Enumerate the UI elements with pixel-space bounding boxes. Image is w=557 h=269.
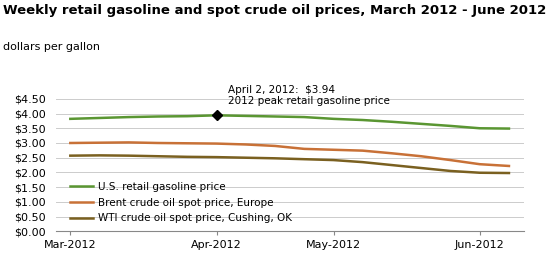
Text: dollars per gallon: dollars per gallon xyxy=(3,42,100,52)
Text: April 2, 2012:  $3.94
2012 peak retail gasoline price: April 2, 2012: $3.94 2012 peak retail ga… xyxy=(228,84,390,106)
Legend: U.S. retail gasoline price, Brent crude oil spot price, Europe, WTI crude oil sp: U.S. retail gasoline price, Brent crude … xyxy=(70,182,292,223)
Text: Weekly retail gasoline and spot crude oil prices, March 2012 - June 2012: Weekly retail gasoline and spot crude oi… xyxy=(3,4,546,17)
